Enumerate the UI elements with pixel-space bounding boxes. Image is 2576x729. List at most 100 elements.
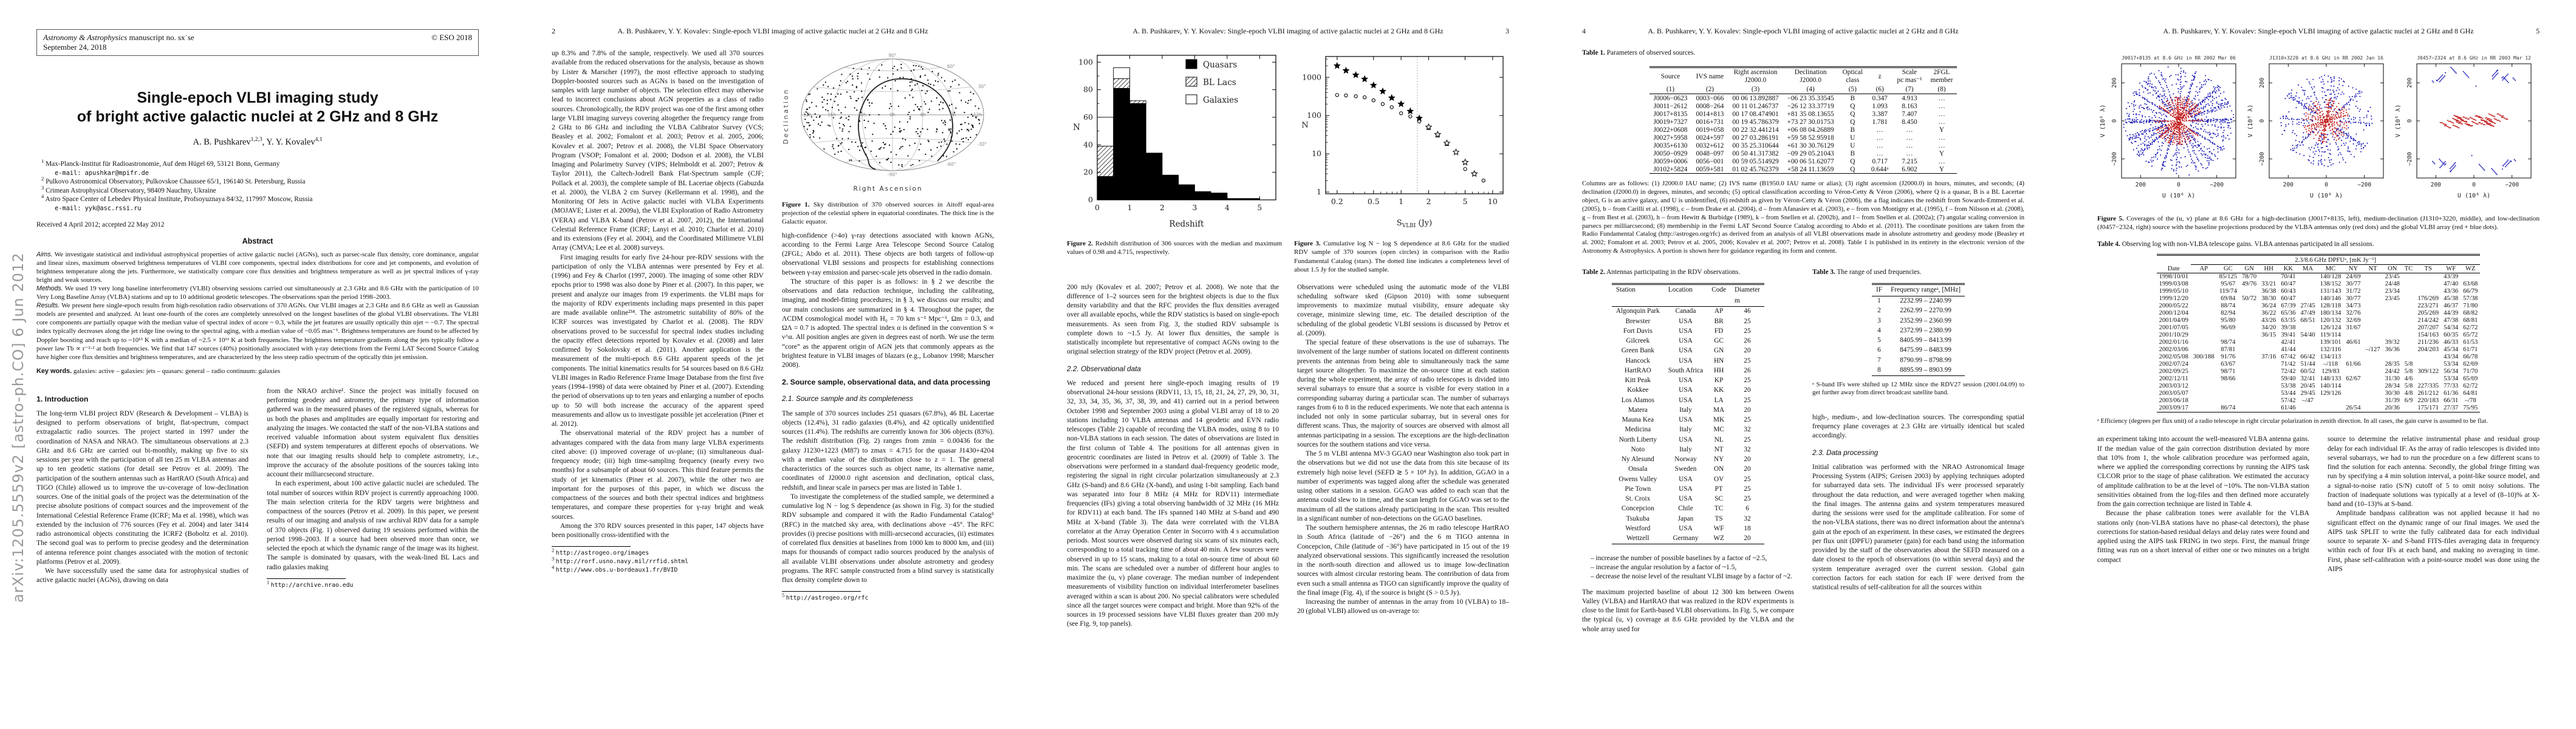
table-cell: 36/38 [2261,288,2276,295]
table-cell [2298,339,2318,346]
table-row: Hancock USA HN 25 [1612,356,1764,366]
table-cell [2239,354,2259,361]
table-cell: 82/94 [2221,310,2236,317]
histogram-plot: 0 1 2 3 4 5 0 20 40 60 80 100 Quasars BL Lacs Galaxies… [1067,49,1282,233]
table-cell [2259,383,2278,390]
table-cell: +00 06 51.62077 [1787,157,1834,165]
table-cell [2402,310,2416,317]
paragraph: Observations were scheduled using the au… [1297,283,1509,337]
table-cell [2402,354,2416,361]
table-cell: 0.347 [1872,94,1888,102]
table-cell: 25 [1744,416,1751,424]
table-cell [2298,288,2318,295]
eso-copyright: © ESO 2018 [431,33,472,42]
table-cell: Algonquin Park [1615,307,1660,315]
svg-text:20: 20 [1083,168,1093,177]
table-cell: TC [1714,505,1724,513]
table-cell: 96/69 [2221,324,2236,332]
table-header-number: (5) [1848,86,1857,93]
table-cell [2298,273,2318,281]
table-cell: 1999/12/20 [2159,295,2188,303]
table-cell: 128/118 [2320,303,2341,310]
table-cell [2191,397,2217,405]
table-cell: U [1850,142,1855,149]
footnote-link[interactable]: http://astrogeo.org/images [555,550,649,557]
table-cell: ON [1713,465,1724,473]
paragraph: We have successfully used the same data … [36,567,248,584]
paragraph: an experiment taking into account the we… [2097,436,2309,508]
footnote: 1 http://archive.nrao.edu [267,579,354,589]
table-cell: Germany [1673,535,1699,542]
table-cell: 8 [1877,366,1881,374]
table-cell: 71/70 [2463,368,2478,375]
table-cell: 20 [1744,386,1751,394]
table-cell: 41/44 [2281,346,2296,354]
table-cell: USA [1679,475,1693,483]
table-row: 1998/10/01 85/125 78/70 70/41 140/128 24/69 23… [2157,273,2481,281]
svg-text:U (10⁶ λ): U (10⁶ λ) [2310,193,2343,199]
table-cell [2318,397,2344,405]
table-cell: South Africa [1668,366,1704,374]
footnote: 5 http://astrogeo.org/rfc [782,592,869,602]
footnote-link[interactable]: http://archive.nrao.edu [270,581,354,589]
table-cell: 138/152 [2320,281,2341,288]
table-cell: 25 [1744,396,1751,404]
table-cell: 68/82 [2463,310,2478,317]
station-code-header: MA [2303,265,2314,272]
table-cell: St. Croix [1625,495,1651,503]
table-cell: 75/95 [2463,405,2478,412]
station-code-header: MC [2325,265,2336,272]
page5-right-column: source to determine the relative instrum… [2328,435,2540,574]
table-cell: 62/72 [2463,324,2478,332]
table-header-number: (6) [1875,86,1884,93]
table-cell: NL [1714,436,1724,443]
uv-coverage-panel: J1310+3220 at 8.6 GHz in RR 2002 Jan 16 2… [2247,55,2384,199]
page-number: 5 [2536,27,2540,35]
table-cell: 44/39 [2444,310,2459,317]
table-cell [2343,332,2363,339]
table-cell: 2002/01/16 [2159,339,2188,346]
journal-header-box: Astronomy & Astrophysics manuscript no. … [36,29,479,56]
footnote-link[interactable]: http://astrogeo.org/rfc [786,595,869,602]
table-cell: 32/69 [2346,317,2361,324]
table-row: J0059+0006 0056−001 00 59 05.514929 +00 06 … [1649,157,1958,165]
table-cell: +73 27 30.01753 [1787,118,1834,126]
footnote-link[interactable]: http://rorf.usno.navy.mil/rrfid.shtml [555,558,689,566]
table-cell [2191,368,2217,375]
table-row: 1999/05/10 119/74 36/38 60/43 131/143 31/72 23… [2157,288,2481,295]
table-cell: 66/42 [2300,354,2315,361]
table-cell: 59/40 [2281,375,2296,383]
table-cell: 60/47 [2281,295,2296,303]
table-cell: 39/38 [2281,324,2296,332]
table-cell: 43/26 [2261,317,2276,324]
table-cell: −06 23 35.33545 [1787,94,1834,102]
footnote-link[interactable]: http://www.obs.u-bordeaux1.fr/BVID [555,566,678,573]
table-row: 2000/12/04 82/94 36/22 65/36 47/49 180/134 32/… [2157,310,2481,317]
abstract-body: Aims. We investigate statistical and ind… [36,250,479,361]
table-row: Wettzell Germany WZ 20 [1612,534,1764,544]
table-cell: 3.387 [1872,110,1888,118]
table-cell: +06 08 04.26889 [1787,126,1834,134]
table-cell: … [1906,134,1913,142]
table-cell [2259,368,2278,375]
table-row: St. Croix USA SC 25 [1612,495,1764,504]
table-cell: FD [1714,327,1724,335]
svg-text:200: 200 [2283,182,2293,188]
table-cell: 23/45 [2385,273,2400,281]
table-cell: 53/34 [2444,375,2459,383]
paragraph: To investigate the completeness of the s… [782,493,994,584]
table-header-cell: Location [1668,286,1693,294]
table-cell: Noto [1631,445,1645,453]
footnote-rule [782,591,861,592]
table-cell: OV [1713,475,1724,483]
table-cell [2461,273,2480,281]
station-code-header: WF [2446,265,2456,272]
table-cell: 300/188 [2193,354,2215,361]
table-cell: 132/116 [2320,346,2341,354]
table-cell: 1999/03/08 [2159,281,2188,288]
table-cell: 0032+612 [1696,142,1724,149]
svg-text:1: 1 [1399,197,1403,206]
table-cell: 66/78 [2463,354,2478,361]
station-code-header: GN [2244,265,2254,272]
table-cell: HH [1713,366,1724,374]
